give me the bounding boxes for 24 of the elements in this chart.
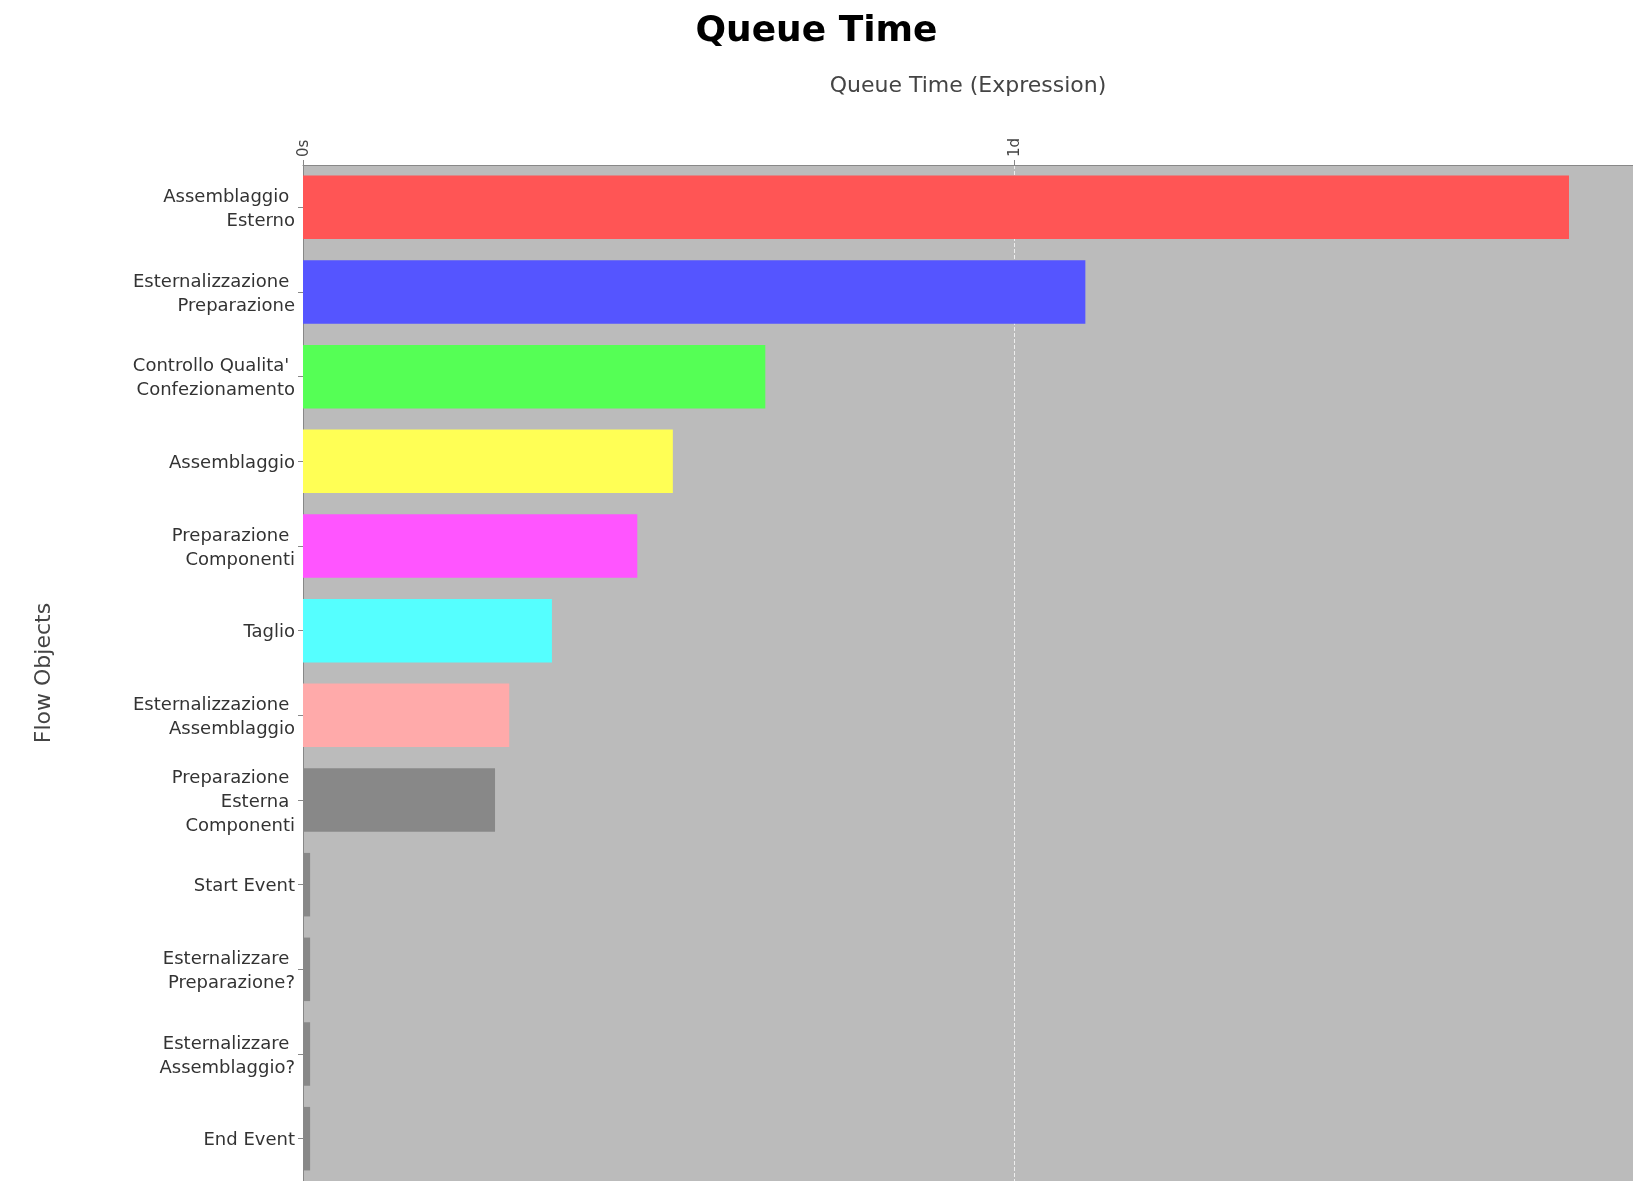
x-tick-label: 0s [294, 139, 312, 157]
y-tick-label: Preparazione Componenti [171, 523, 295, 569]
y-tick-label: Assemblaggio Esterno [163, 184, 295, 230]
y-tick-label: Controllo Qualita' Confezionamento [132, 354, 295, 400]
y-tick-label: Esternalizzazione Assemblaggio [133, 692, 295, 738]
chart-title: Queue Time [695, 7, 938, 49]
y-tick-label: Taglio [242, 620, 295, 642]
y-axis-title: Flow Objects [29, 602, 55, 744]
y-tick-label: End Event [203, 1128, 295, 1150]
y-tick-label: Esternalizzare Assemblaggio? [159, 1031, 295, 1077]
bar [303, 683, 510, 748]
y-tick-label: Esternalizzare Preparazione? [162, 946, 295, 992]
x-tick-label: 1d [1005, 137, 1024, 157]
bar [303, 344, 766, 409]
y-tick-label: Assemblaggio [169, 450, 295, 472]
bar [303, 175, 1569, 240]
y-tick-label: Esternalizzazione Preparazione [133, 269, 295, 315]
bar [303, 598, 552, 663]
y-tick-label: Start Event [193, 874, 295, 896]
y-tick-label: Preparazione Esterna Componenti [171, 765, 295, 835]
x-axis-title: Queue Time (Expression) [829, 71, 1107, 97]
bar [303, 514, 638, 578]
bar [303, 260, 1086, 324]
bar [303, 429, 673, 494]
